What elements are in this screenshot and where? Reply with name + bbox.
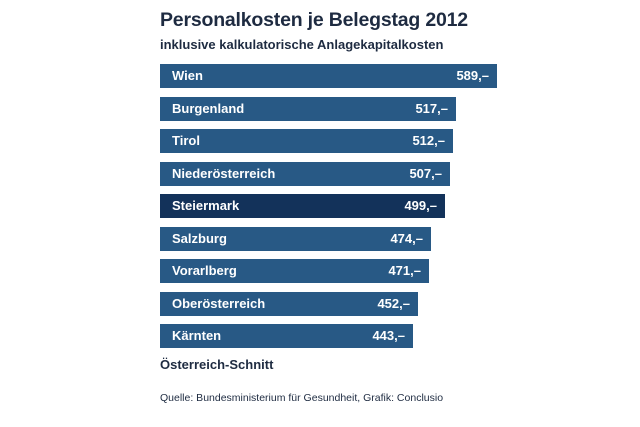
bar-oberösterreich: Oberösterreich 452,– bbox=[160, 292, 418, 316]
bar-kärnten: Kärnten 443,– bbox=[160, 324, 413, 348]
bar-category-label: Wien bbox=[172, 68, 203, 83]
bar-value-label: 589,– bbox=[456, 68, 489, 83]
bar-salzburg: Salzburg 474,– bbox=[160, 227, 431, 251]
bar-category-label: Tirol bbox=[172, 133, 200, 148]
austria-average-label: Österreich-Schnitt bbox=[160, 357, 274, 372]
bar-category-label: Steiermark bbox=[172, 198, 240, 213]
bar-value-label: 499,– bbox=[404, 198, 437, 213]
bar-category-label: Salzburg bbox=[172, 231, 227, 246]
chart-title: Personalkosten je Belegstag 2012 bbox=[160, 9, 468, 31]
bar-category-label: Vorarlberg bbox=[172, 263, 237, 278]
bar-niederösterreich: Niederösterreich 507,– bbox=[160, 162, 450, 186]
bar-category-label: Oberösterreich bbox=[172, 296, 266, 311]
bar-category-label: Kärnten bbox=[172, 328, 222, 343]
bar-value-label: 471,– bbox=[388, 263, 421, 278]
chart-subtitle: inklusive kalkulatorische Anlagekapitalk… bbox=[160, 37, 444, 52]
bar-value-label: 443,– bbox=[372, 328, 405, 343]
bar-value-label: 452,– bbox=[377, 296, 410, 311]
bar-vorarlberg: Vorarlberg 471,– bbox=[160, 259, 429, 283]
bar-value-label: 517,– bbox=[415, 101, 448, 116]
bar-category-label: Burgenland bbox=[172, 101, 245, 116]
source-note: Quelle: Bundesministerium für Gesundheit… bbox=[160, 392, 444, 404]
bar-tirol: Tirol 512,– bbox=[160, 129, 453, 153]
bar-wien: Wien 589,– bbox=[160, 64, 497, 88]
bar-value-label: 512,– bbox=[412, 133, 445, 148]
bar-steiermark: Steiermark 499,– bbox=[160, 194, 445, 218]
bar-value-label: 474,– bbox=[390, 231, 423, 246]
bar-category-label: Niederösterreich bbox=[172, 166, 276, 181]
bar-burgenland: Burgenland 517,– bbox=[160, 97, 456, 121]
bar-value-label: 507,– bbox=[409, 166, 442, 181]
